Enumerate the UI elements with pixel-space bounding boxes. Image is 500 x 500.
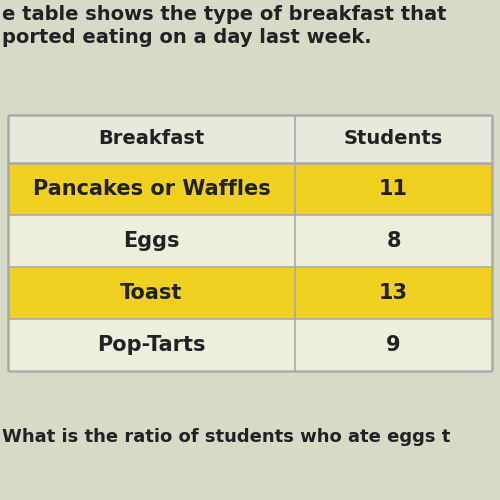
Text: 8: 8 [386,231,401,251]
Text: 9: 9 [386,335,401,355]
Text: Pancakes or Waffles: Pancakes or Waffles [32,179,270,199]
Text: Pop-Tarts: Pop-Tarts [97,335,206,355]
Bar [8,215,295,267]
Bar [8,163,295,215]
Text: ported eating on a day last week.: ported eating on a day last week. [2,28,372,47]
Bar [295,215,492,267]
Text: Eggs: Eggs [123,231,180,251]
Text: Breakfast: Breakfast [98,130,204,148]
Bar [8,115,492,371]
Bar [8,115,492,163]
Text: Students: Students [344,130,443,148]
Text: 11: 11 [379,179,408,199]
Text: Toast: Toast [120,283,182,303]
Bar [295,319,492,371]
Text: 13: 13 [379,283,408,303]
Bar [8,267,295,319]
Bar [295,267,492,319]
Text: e table shows the type of breakfast that: e table shows the type of breakfast that [2,5,446,24]
Text: What is the ratio of students who ate eggs t: What is the ratio of students who ate eg… [2,428,450,446]
Bar [295,163,492,215]
Bar [8,319,295,371]
